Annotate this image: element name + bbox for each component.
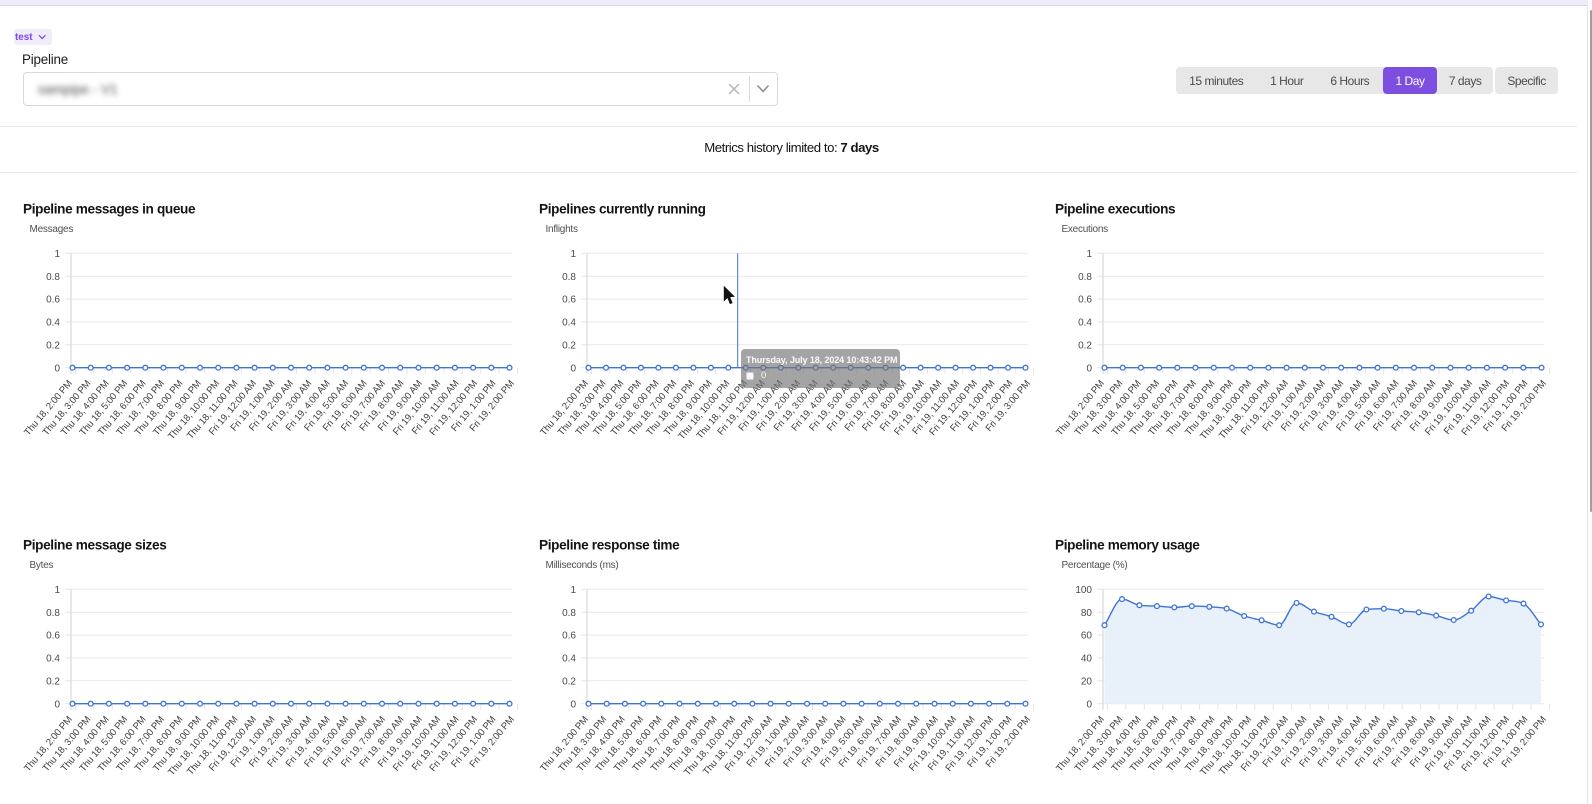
svg-text:0.8: 0.8 [562,608,576,619]
svg-text:Pipeline response time: Pipeline response time [539,537,680,552]
svg-text:0.6: 0.6 [46,295,60,306]
svg-text:0: 0 [570,699,576,710]
svg-text:Pipeline memory usage: Pipeline memory usage [1055,537,1200,552]
svg-text:0.2: 0.2 [562,340,576,351]
svg-text:20: 20 [1081,676,1093,687]
svg-text:Pipelines currently running: Pipelines currently running [539,201,706,216]
svg-text:Pipeline messages in queue: Pipeline messages in queue [23,201,196,216]
svg-text:Messages: Messages [30,224,74,235]
svg-text:0.2: 0.2 [1078,340,1092,351]
svg-text:40: 40 [1081,654,1093,665]
svg-text:1: 1 [570,249,576,260]
svg-text:Executions: Executions [1062,224,1109,235]
svg-text:0.2: 0.2 [562,676,576,687]
svg-text:0.8: 0.8 [46,272,60,283]
svg-text:0.4: 0.4 [46,318,60,329]
svg-text:0: 0 [54,699,60,710]
svg-text:0.6: 0.6 [1078,295,1092,306]
svg-text:0.2: 0.2 [46,340,60,351]
svg-text:0: 0 [1086,699,1092,710]
svg-text:0: 0 [570,363,576,374]
svg-text:0.2: 0.2 [46,676,60,687]
svg-text:0.4: 0.4 [562,318,576,329]
svg-text:Pipeline message sizes: Pipeline message sizes [23,537,166,552]
svg-text:0.6: 0.6 [562,295,576,306]
svg-text:0.4: 0.4 [562,654,576,665]
svg-text:100: 100 [1075,585,1092,596]
svg-text:80: 80 [1081,608,1093,619]
svg-text:0.8: 0.8 [562,272,576,283]
svg-text:1: 1 [1086,249,1092,260]
svg-text:Percentage (%): Percentage (%) [1062,560,1128,571]
svg-text:0.6: 0.6 [562,631,576,642]
svg-text:0.4: 0.4 [46,654,60,665]
svg-text:0.4: 0.4 [1078,318,1092,329]
svg-text:1: 1 [570,585,576,596]
svg-text:0: 0 [1086,363,1092,374]
svg-text:Pipeline executions: Pipeline executions [1055,201,1175,216]
svg-text:60: 60 [1081,631,1093,642]
svg-text:1: 1 [54,249,60,260]
svg-text:0.6: 0.6 [46,631,60,642]
svg-text:Inflights: Inflights [546,224,578,235]
svg-text:1: 1 [54,585,60,596]
svg-text:0.8: 0.8 [46,608,60,619]
svg-text:Milliseconds (ms): Milliseconds (ms) [546,560,619,571]
svg-text:0.8: 0.8 [1078,272,1092,283]
svg-text:Bytes: Bytes [30,560,54,571]
svg-text:0: 0 [54,363,60,374]
